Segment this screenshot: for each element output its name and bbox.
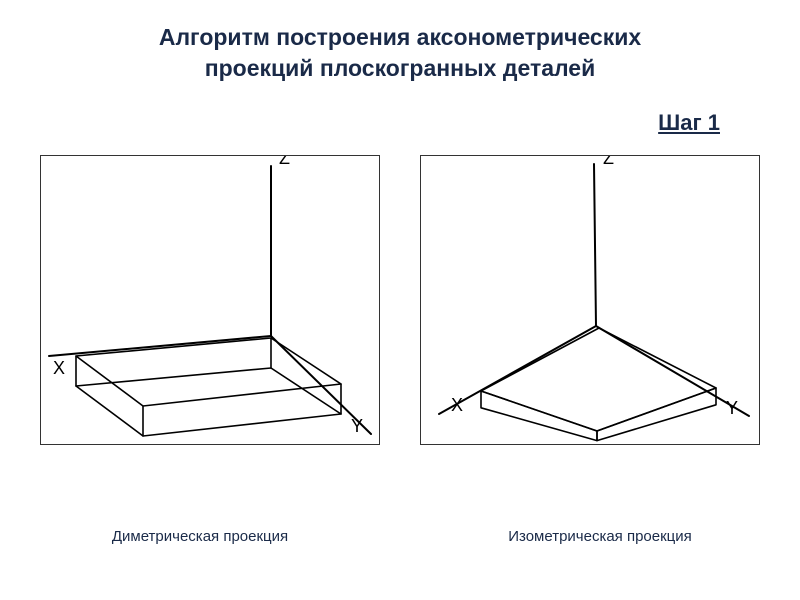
title-line-2: проекций плоскогранных деталей [0, 53, 800, 84]
axis-label: Z [603, 156, 614, 168]
caption-dimetric: Диметрическая проекция [0, 528, 400, 545]
projection-svg: Z X Y [421, 156, 761, 446]
diagrams-row: Z X Y Z X Y [40, 155, 760, 445]
caption-isometric: Изометрическая проекция [400, 528, 800, 545]
title-block: Алгоритм построения аксонометрических пр… [0, 22, 800, 84]
projection-svg: Z X Y [41, 156, 381, 446]
axis-label: Z [279, 156, 290, 168]
panel-isometric: Z X Y [420, 155, 760, 445]
axis-label: X [451, 395, 463, 415]
axis-label: Y [726, 398, 738, 418]
axis-label: X [53, 358, 65, 378]
title-line-1: Алгоритм построения аксонометрических [0, 22, 800, 53]
page: Алгоритм построения аксонометрических пр… [0, 0, 800, 600]
axis-label: Y [351, 416, 363, 436]
captions-row: Диметрическая проекция Изометрическая пр… [0, 528, 800, 545]
panel-dimetric: Z X Y [40, 155, 380, 445]
step-label: Шаг 1 [658, 110, 720, 136]
